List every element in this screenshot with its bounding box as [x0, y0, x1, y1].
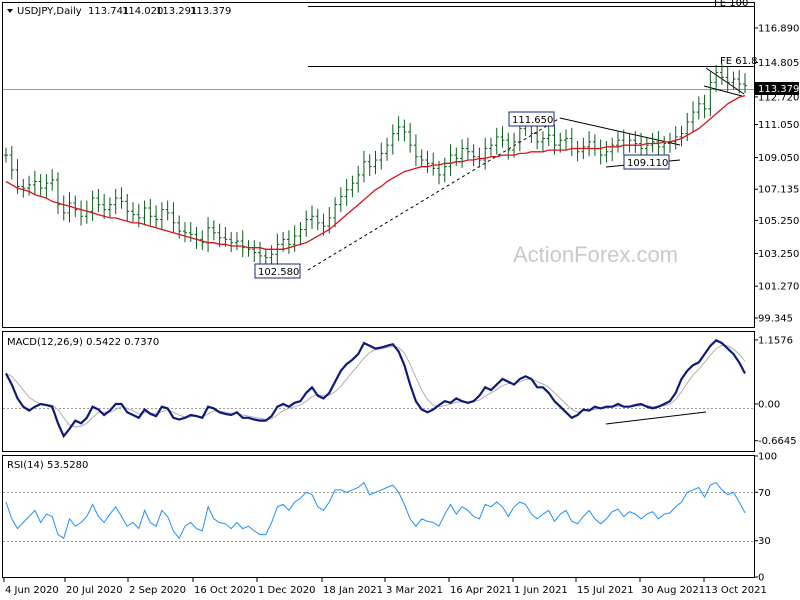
high-111650-box: [508, 111, 555, 127]
ohlc-close: 113.379: [190, 6, 231, 17]
date-tick-label: 1 Dec 2020: [258, 585, 316, 596]
macd-line: [5, 338, 746, 439]
date-tick-label: 20 Jul 2020: [66, 585, 123, 596]
rising-trend-line: [307, 117, 561, 271]
date-tick-label: 30 Aug 2021: [641, 585, 705, 596]
price-axis-tick-label: 107.135: [758, 185, 799, 196]
price-axis-ticks: 116.890 114.805 112.720 111.050 109.050 107.1…: [754, 23, 799, 324]
macd-axis-tick-label: -0.6645: [758, 436, 797, 447]
flag-upper-line: [705, 67, 745, 95]
price-axis-tick-label: 112.720: [758, 92, 799, 103]
price-axis-tick-label: 111.050: [758, 120, 799, 131]
date-tick-label: 13 Oct 2021: [705, 585, 767, 596]
date-tick-label: 16 Oct 2020: [194, 585, 256, 596]
price-axis-tick-label: 114.805: [758, 58, 799, 69]
date-tick-label: 1 Jun 2021: [514, 585, 568, 596]
price-axis-tick-label: 101.270: [758, 282, 799, 293]
last-price-tag-label: 113.379: [758, 84, 799, 95]
fe100-label: FE 100: [714, 0, 748, 9]
date-tick-label: 18 Jan 2021: [323, 585, 383, 596]
macd-panel-frame: [2, 331, 755, 452]
macd-title: MACD(12,26,9) 0.5422 0.7370: [7, 337, 159, 348]
rsi-line: [5, 481, 746, 540]
rsi-title: RSI(14) 53.5280: [7, 460, 88, 471]
ohlc-low: 113.291: [156, 6, 197, 17]
low-109110-label: 109.110: [627, 158, 668, 169]
rsi-panel-frame: [2, 455, 755, 578]
rsi-axis-tick-label: 100: [758, 452, 777, 463]
last-price-tag: [755, 82, 799, 95]
date-tick-label: 3 Mar 2021: [386, 585, 443, 596]
date-tick-label: 15 Jul 2021: [577, 585, 634, 596]
date-tick-label: 4 Jun 2020: [5, 585, 59, 596]
high-111650-label: 111.650: [512, 115, 553, 126]
triangle-upper-line: [559, 117, 681, 146]
rsi-axis-tick-label: 0: [758, 573, 764, 584]
rsi-axis-ticks: 100 70 30 0: [754, 452, 777, 584]
low-109110-box: [623, 154, 670, 170]
fe618-label: FE 61.8: [720, 56, 758, 67]
macd-axis-tick-label: 1.1576: [758, 335, 793, 346]
price-axis-tick-label: 105.250: [758, 216, 799, 227]
price-bars: [4, 63, 747, 267]
moving-average-line: [5, 94, 746, 250]
price-axis-tick-label: 109.050: [758, 153, 799, 164]
date-axis: 4 Jun 2020 20 Jul 2020 2 Sep 2020 16 Oct 20…: [3, 578, 767, 596]
macd-axis-ticks: 1.1576 0.00 -0.6645: [754, 335, 797, 447]
price-title: USDJPY,Daily: [17, 6, 82, 17]
price-panel-frame: [2, 2, 755, 328]
low-102580-label: 102.580: [258, 267, 299, 278]
price-axis-tick-label: 103.250: [758, 249, 799, 260]
watermark: ActionForex.com: [513, 242, 678, 267]
date-tick-label: 16 Apr 2021: [450, 585, 512, 596]
low-102580-box: [254, 263, 301, 279]
macd-axis-tick-label: 0.00: [758, 399, 780, 410]
ohlc-open: 113.741: [88, 6, 129, 17]
rsi-axis-tick-label: 70: [758, 488, 771, 499]
collapse-triangle-icon[interactable]: [7, 9, 13, 13]
rsi-axis-tick-label: 30: [758, 536, 771, 547]
date-tick-label: 2 Sep 2020: [129, 585, 186, 596]
macd-divergence-line: [605, 411, 707, 425]
ohlc-high: 114.020: [122, 6, 163, 17]
price-axis-tick-label: 116.890: [758, 23, 799, 34]
price-axis-tick-label: 99.345: [758, 313, 793, 324]
